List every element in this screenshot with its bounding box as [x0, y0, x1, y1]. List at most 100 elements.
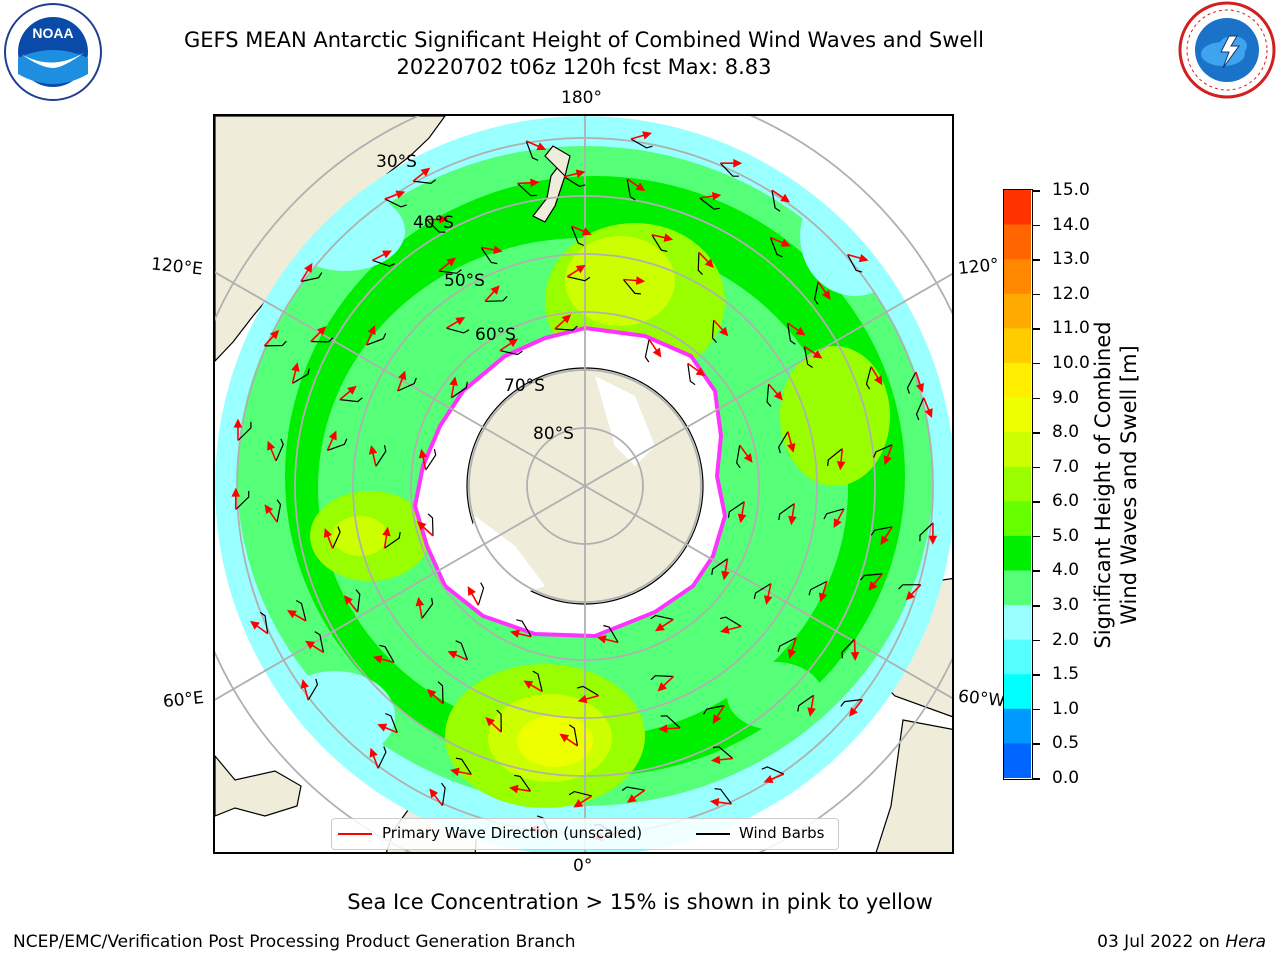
wave-direction-arrow [817, 281, 831, 300]
wind-barb [687, 363, 696, 386]
wind-barb [711, 558, 728, 576]
map-canvas [215, 116, 952, 852]
colorbar-swatch [1004, 397, 1031, 433]
wind-barb [719, 616, 742, 627]
colorbar-tick-label: 6.0 [1052, 491, 1080, 512]
wind-barb [441, 782, 446, 806]
colorbar-tick-mark [1033, 397, 1040, 400]
wind-barb [567, 276, 591, 282]
colorbar-swatch [1004, 190, 1031, 226]
wind-barb [327, 438, 348, 451]
wave-direction-arrow [412, 167, 431, 182]
wave-direction-arrow [416, 521, 434, 537]
wave-direction-arrow [523, 680, 543, 693]
wave-direction-arrow [836, 448, 846, 471]
colorbar-tick-label: 4.0 [1052, 560, 1080, 581]
wind-barb [307, 678, 319, 701]
wind-barb [702, 704, 725, 715]
wind-barb [860, 573, 883, 581]
wave-direction-arrow [870, 366, 883, 386]
colorbar-tick-label: 5.0 [1052, 525, 1080, 546]
polar-wave-height-map [213, 114, 954, 854]
wave-direction-arrows [231, 131, 938, 842]
wind-barb [517, 182, 537, 197]
wave-direction-arrow [577, 694, 599, 704]
wind-barb [455, 757, 472, 775]
wind-barb [455, 640, 469, 661]
wave-direction-arrow [737, 501, 747, 524]
wind-barb [264, 340, 287, 347]
wind-barb [514, 774, 531, 792]
colorbar-tick-mark [1033, 501, 1040, 503]
chart-title: GEFS MEAN Antarctic Significant Height o… [183, 28, 985, 52]
wind-barb [499, 349, 523, 356]
colorbar-swatch [1004, 639, 1031, 675]
lon-label-bottom: 0° [573, 856, 593, 876]
wind-barb [813, 281, 819, 305]
wind-barb [753, 583, 772, 600]
map-legend: Primary Wave Direction (unscaled) Wind B… [331, 818, 839, 850]
wind-barb [778, 431, 789, 454]
wind-barb [426, 219, 446, 233]
wave-direction-arrow [739, 444, 753, 463]
wave-direction-arrow [384, 190, 406, 200]
wave-direction-arrow [343, 595, 359, 613]
wind-barb [437, 681, 444, 704]
wave-direction-arrow [573, 795, 593, 808]
wave-direction-arrow [517, 178, 540, 187]
colorbar-tick-label: 12.0 [1052, 283, 1090, 304]
wave-direction-arrow [233, 418, 243, 441]
wind-barb [771, 189, 781, 212]
nws-logo [1177, 0, 1277, 100]
colorbar-tick-label: 9.0 [1052, 387, 1080, 408]
barb-legend-label: Wind Barbs [739, 824, 825, 842]
colorbar-swatch [1004, 362, 1031, 399]
wave-legend-swatch [338, 833, 372, 835]
wind-barb [847, 254, 863, 273]
host-name: Hera [1225, 932, 1266, 952]
colorbar-swatch [1004, 259, 1031, 295]
chart-subtitle: 20220702 t06z 120h fcst Max: 8.83 [396, 55, 772, 79]
wind-barb [719, 162, 739, 177]
colorbar-tick-mark [1033, 708, 1040, 711]
colorbar-tick-mark [1033, 778, 1040, 780]
wind-barb [451, 381, 468, 399]
colorbar-tick-label: 8.0 [1052, 422, 1080, 443]
wind-barb [915, 397, 925, 421]
producer-credit: NCEP/EMC/Verification Post Processing Pr… [13, 932, 576, 952]
colorbar-tick-label: 2.0 [1052, 629, 1080, 650]
lat-label-40s: 40°S [413, 213, 454, 233]
wind-barb [841, 638, 855, 659]
wave-direction-arrow [372, 655, 395, 664]
wave-direction-arrow [368, 445, 378, 467]
wind-barb [355, 589, 361, 613]
wind-barb [711, 320, 717, 343]
wave-direction-arrow [326, 430, 337, 451]
barb-legend-swatch [696, 833, 730, 835]
wind-barb [375, 445, 387, 467]
generation-date-text: 03 Jul 2022 on [1097, 932, 1226, 952]
wind-barb [865, 366, 872, 390]
wind-barb [397, 377, 417, 392]
colorbar-tick-label: 11.0 [1052, 318, 1090, 339]
wave-direction-arrow [788, 503, 797, 526]
colorbar-tick-label: 15.0 [1052, 180, 1090, 200]
lon-label-right-upper: 120° [957, 254, 1000, 280]
wind-barb [603, 624, 619, 643]
wave-direction-arrow [571, 225, 592, 236]
generation-date: 03 Jul 2022 on Hera [1097, 932, 1266, 952]
wave-direction-arrow [382, 526, 391, 549]
wave-direction-arrow [449, 376, 458, 399]
wave-direction-arrow [369, 747, 379, 769]
wave-direction-arrow [310, 326, 327, 343]
wind-barb [650, 675, 674, 681]
wave-direction-arrow [698, 251, 714, 269]
wind-barb [446, 327, 470, 334]
wave-direction-arrow [467, 586, 479, 606]
wave-direction-arrow [559, 733, 578, 747]
wave-legend-label: Primary Wave Direction (unscaled) [382, 824, 643, 842]
colorbar-swatch [1004, 293, 1031, 329]
wave-direction-arrow [880, 526, 893, 546]
wave-direction-arrow [648, 338, 662, 358]
colorbar-tick-mark [1033, 466, 1040, 469]
